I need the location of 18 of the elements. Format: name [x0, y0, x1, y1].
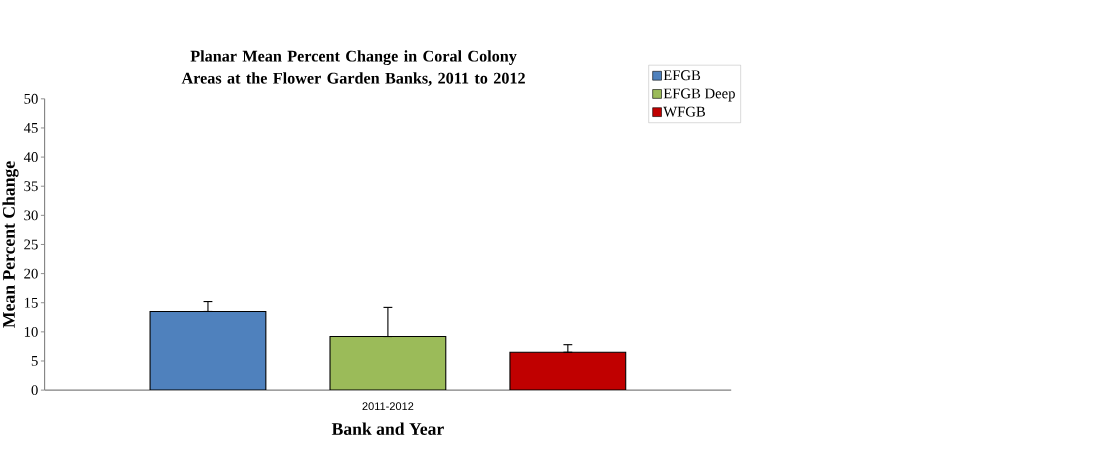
- legend-label: WFGB: [663, 106, 706, 117]
- y-tick-label: 30: [24, 210, 38, 221]
- y-tick-label: 0: [31, 384, 38, 395]
- legend-label: EFGB: [663, 70, 701, 80]
- x-tick-label: 2011-2012: [362, 402, 414, 410]
- legend-label: EFGB Deep: [663, 88, 735, 102]
- chart-title: Planar Mean Percent Change in Coral Colony Areas at the Flower Garden Banks, 2011 to 2012: [181, 50, 525, 86]
- y-tick-label: 40: [23, 151, 38, 162]
- x-axis-title: Bank and Year: [331, 422, 444, 435]
- y-tick-label: 25: [24, 239, 38, 250]
- y-tick-label: 50: [24, 93, 38, 104]
- y-tick-label: 10: [24, 326, 38, 337]
- y-axis-title: Mean Percent Change: [2, 161, 19, 328]
- y-tick-label: 35: [24, 181, 38, 191]
- y-tick-label: 5: [31, 355, 38, 366]
- y-tick-label: 15: [24, 297, 38, 308]
- y-tick-label: 45: [23, 122, 38, 133]
- y-tick-label: 20: [24, 268, 38, 279]
